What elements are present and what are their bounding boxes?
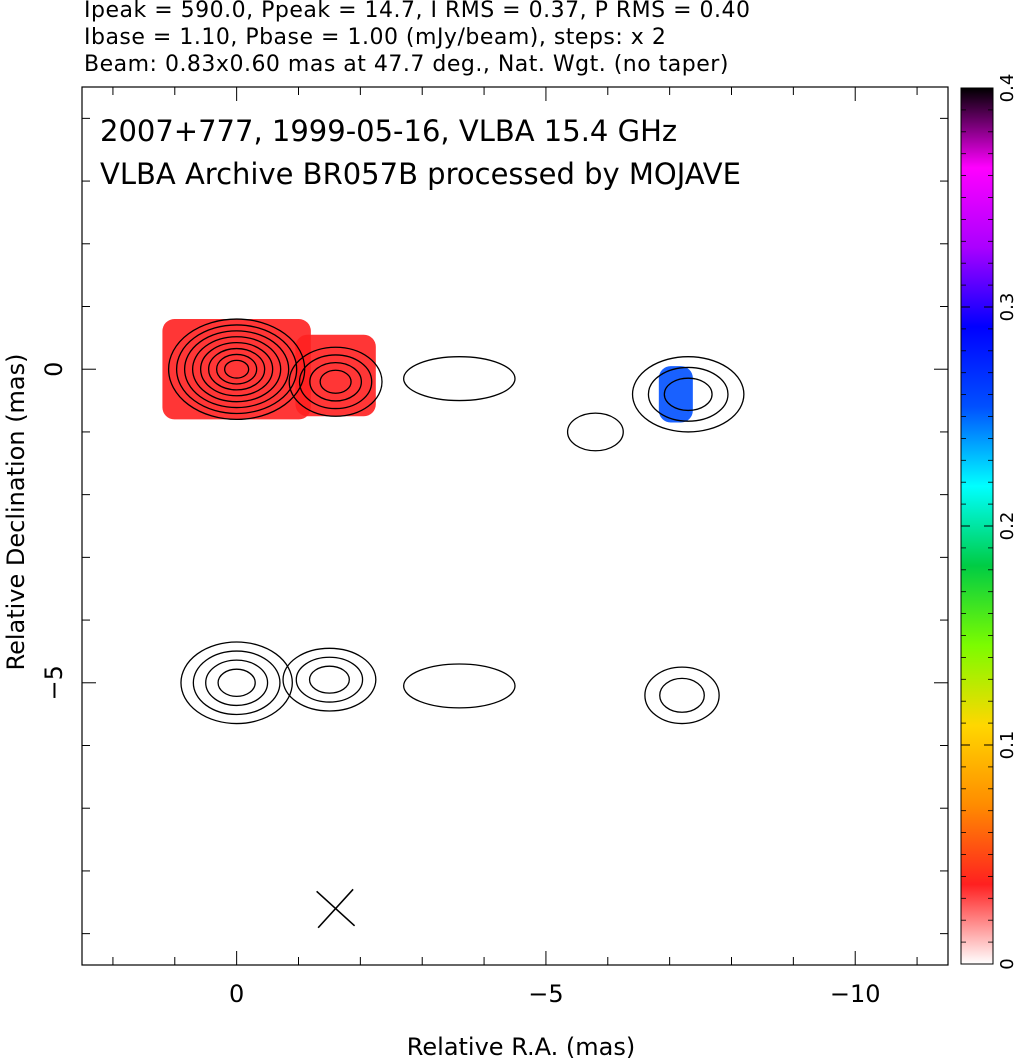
contour-level [217, 668, 256, 698]
plot-area [162, 318, 745, 929]
contour-level [205, 659, 269, 707]
contour-level [566, 412, 624, 452]
contour-level [403, 663, 516, 709]
contour-level [631, 356, 745, 433]
x-tick-label: −10 [830, 980, 881, 1008]
contour-level [207, 347, 266, 391]
contour-level [319, 369, 352, 394]
contour-level [308, 665, 350, 694]
contour-level [403, 356, 516, 402]
header-base: Ibase = 1.10, Pbase = 1.00 (mJy/beam), s… [84, 25, 667, 50]
colorbar-tick-label: 0.2 [997, 512, 1018, 541]
colorbar-ticks: 0 0.1 0.2 0.3 0.4 [961, 74, 1018, 970]
contour-level [295, 656, 364, 703]
beam-minor-axis [317, 888, 354, 929]
contour-level [663, 377, 713, 412]
x-axis-label: Relative R.A. (mas) [407, 1033, 635, 1061]
contour-level [659, 677, 705, 713]
y-axis-label: Relative Declination (mas) [2, 353, 30, 670]
contour-level [183, 330, 290, 409]
plot-frame [81, 86, 949, 966]
contour-level [175, 324, 298, 415]
fractional-polarization-patch [658, 366, 693, 423]
chart-title: 2007+777, 1999-05-16, VLBA 15.4 GHz [100, 114, 677, 148]
contour-level [644, 666, 720, 725]
colorbar-tick-label: 0.1 [997, 731, 1018, 760]
fractional-polarization-patch [162, 319, 311, 420]
colorbar-tick-label: 0.4 [997, 74, 1018, 103]
contour-level [282, 647, 377, 712]
x-tick-label: 0 [229, 980, 244, 1008]
y-tick-label: −5 [40, 665, 68, 700]
x-tick-label: −5 [528, 980, 563, 1008]
contour-level [215, 353, 258, 385]
contour-level [309, 361, 363, 402]
contour-level [199, 342, 274, 397]
contour-level [647, 366, 729, 422]
contour-level [192, 650, 281, 716]
contour-level [180, 641, 293, 725]
header-peaks: Ipeak = 590.0, Ppeak = 14.7, I RMS = 0.3… [84, 0, 751, 23]
axis-ticks: 0 −5 −10 0 −5 [40, 87, 948, 1008]
contour-level [298, 354, 373, 410]
contour-level [191, 336, 282, 403]
fractional-polarization-patch [295, 334, 376, 417]
contour-level [223, 359, 250, 379]
contour-level [167, 318, 306, 421]
colorbar-tick-label: 0.3 [997, 293, 1018, 322]
colorbar-tick-label: 0 [997, 958, 1018, 969]
chart-subtitle: VLBA Archive BR057B processed by MOJAVE [100, 157, 741, 191]
contour-level [288, 346, 383, 417]
header-beam: Beam: 0.83x0.60 mas at 47.7 deg., Nat. W… [84, 52, 729, 77]
y-tick-label: 0 [40, 362, 68, 377]
